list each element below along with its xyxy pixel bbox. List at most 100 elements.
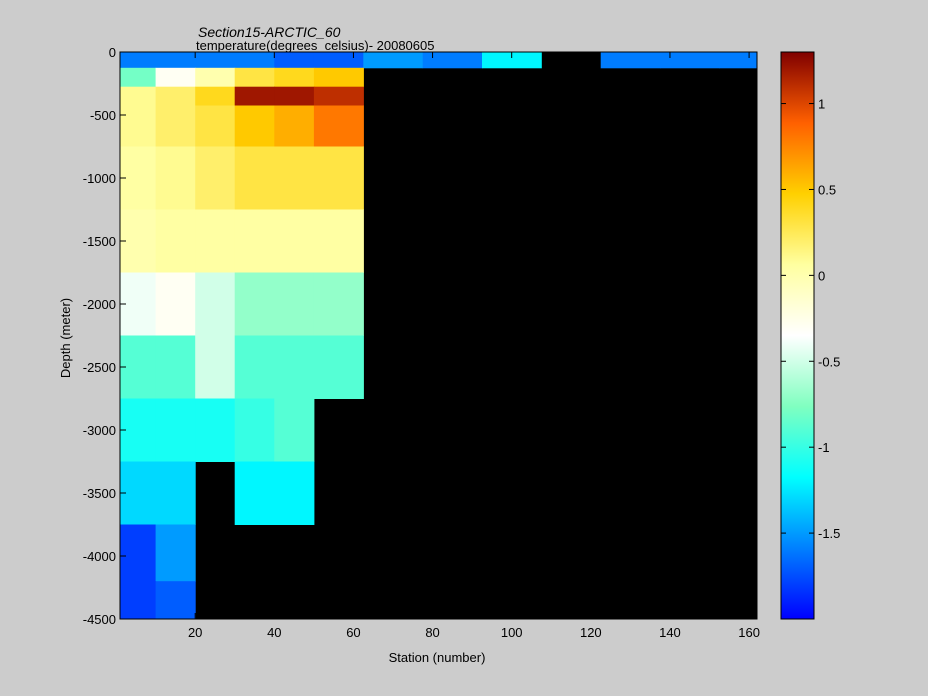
x-axis-label: Station (number)	[389, 650, 486, 665]
colorbar-ticks: 1 0.5 0 -0.5 -1 -1.5	[781, 97, 840, 541]
heatmap-cell	[274, 86, 315, 107]
colorbar-gradient	[780, 51, 815, 620]
heatmap-cell	[313, 86, 364, 107]
heatmap-cell	[120, 272, 157, 336]
colorbar-tick-label: -0.5	[818, 354, 840, 369]
heatmap-cell	[234, 86, 275, 107]
heatmap-cell	[482, 52, 542, 69]
y-axis: 0 -500 -1000 -1500 -2000 -2500 -3000 -3500 -4000…	[83, 45, 757, 627]
heatmap-cell	[195, 335, 236, 399]
heatmap-cell	[274, 398, 315, 462]
heatmap-cell	[274, 461, 315, 525]
heatmap-cell	[195, 398, 236, 462]
heatmap-cell	[600, 52, 661, 69]
heatmap-cell	[155, 146, 196, 210]
y-tick-label: -1000	[83, 171, 116, 186]
heatmap-cell	[274, 52, 315, 69]
heatmap-cell	[155, 105, 196, 147]
heatmap-cell	[120, 581, 157, 620]
y-tick-label: -500	[90, 108, 116, 123]
heatmap-cell	[120, 52, 157, 69]
x-tick-label: 80	[425, 625, 439, 640]
y-tick-label: -1500	[83, 234, 116, 249]
colorbar-tick-label: 0	[818, 268, 825, 283]
heatmap-cell	[195, 272, 236, 336]
heatmap-cell	[195, 86, 236, 107]
heatmap-cell	[274, 335, 315, 399]
colorbar-tick-label: 1	[818, 97, 825, 112]
plot-area	[119, 51, 758, 620]
colorbar: 1 0.5 0 -0.5 -1 -1.5	[780, 51, 840, 620]
heatmap-cell	[313, 105, 364, 147]
heatmap-cell	[155, 581, 196, 620]
heatmap-cell	[155, 335, 196, 399]
x-tick-label: 120	[580, 625, 602, 640]
heatmap-cell	[195, 209, 236, 273]
x-tick-label: 160	[738, 625, 760, 640]
heatmap-cell	[363, 52, 424, 69]
x-tick-label: 140	[659, 625, 681, 640]
heatmap-cell	[155, 398, 196, 462]
y-tick-label: -4500	[83, 612, 116, 627]
heatmap-cell	[120, 67, 157, 88]
heatmap-cell	[120, 461, 157, 525]
heatmap-cell	[234, 209, 275, 273]
heatmap-cell	[313, 52, 364, 69]
heatmap-cell	[195, 52, 236, 69]
heatmap-cell	[155, 67, 196, 88]
heatmap-cell	[120, 524, 157, 582]
heatmap-cell	[274, 146, 315, 210]
heatmap-cell	[120, 86, 157, 107]
colorbar-tick-label: -1.5	[818, 526, 840, 541]
heatmap-cell	[660, 52, 720, 69]
heatmap-cell	[155, 52, 196, 69]
heatmap-cell	[313, 67, 364, 88]
heatmap-cell	[234, 52, 275, 69]
heatmap-cell	[234, 67, 275, 88]
heatmap-cell	[120, 209, 157, 273]
plot-frame	[119, 51, 758, 620]
heatmap-cell	[195, 146, 236, 210]
colorbar-tick-label: 0.5	[818, 182, 836, 197]
y-tick-label: -4000	[83, 549, 116, 564]
heatmap-cell	[234, 146, 275, 210]
y-tick-label: 0	[109, 45, 116, 60]
heatmap-cells	[120, 52, 758, 620]
chart-subtitle: temperature(degrees_celsius)- 20080605	[196, 38, 434, 53]
heatmap-cell	[422, 52, 483, 69]
x-axis: 20 40 60 80 100 120 140 160	[188, 52, 760, 640]
heatmap-cell	[274, 209, 315, 273]
heatmap-cell	[274, 272, 315, 336]
y-tick-label: -3500	[83, 486, 116, 501]
heatmap-cell	[313, 146, 364, 210]
x-tick-label: 40	[267, 625, 281, 640]
heatmap-cell	[313, 272, 364, 336]
heatmap-cell	[719, 52, 758, 69]
y-tick-label: -2000	[83, 297, 116, 312]
heatmap-cell	[155, 461, 196, 525]
heatmap-cell	[155, 272, 196, 336]
heatmap-cell	[274, 105, 315, 147]
heatmap-cell	[234, 335, 275, 399]
y-tick-label: -2500	[83, 360, 116, 375]
x-tick-label: 20	[188, 625, 202, 640]
colorbar-tick-label: -1	[818, 440, 830, 455]
heatmap-cell	[120, 335, 157, 399]
y-axis-label: Depth (meter)	[58, 298, 73, 378]
heatmap-cell	[313, 209, 364, 273]
heatmap-cell	[120, 146, 157, 210]
heatmap-cell	[195, 67, 236, 88]
heatmap-cell	[234, 398, 275, 462]
heatmap-cell	[274, 67, 315, 88]
heatmap-cell	[120, 398, 157, 462]
heatmap-cell	[155, 209, 196, 273]
heatmap-cell	[313, 335, 364, 399]
x-tick-label: 100	[501, 625, 523, 640]
heatmap-cell	[195, 105, 236, 147]
heatmap-cell	[234, 461, 275, 525]
heatmap-cell	[120, 105, 157, 147]
heatmap-cell	[155, 86, 196, 107]
heatmap-cell	[234, 272, 275, 336]
chart-title: Section15-ARCTIC_60	[198, 24, 341, 40]
